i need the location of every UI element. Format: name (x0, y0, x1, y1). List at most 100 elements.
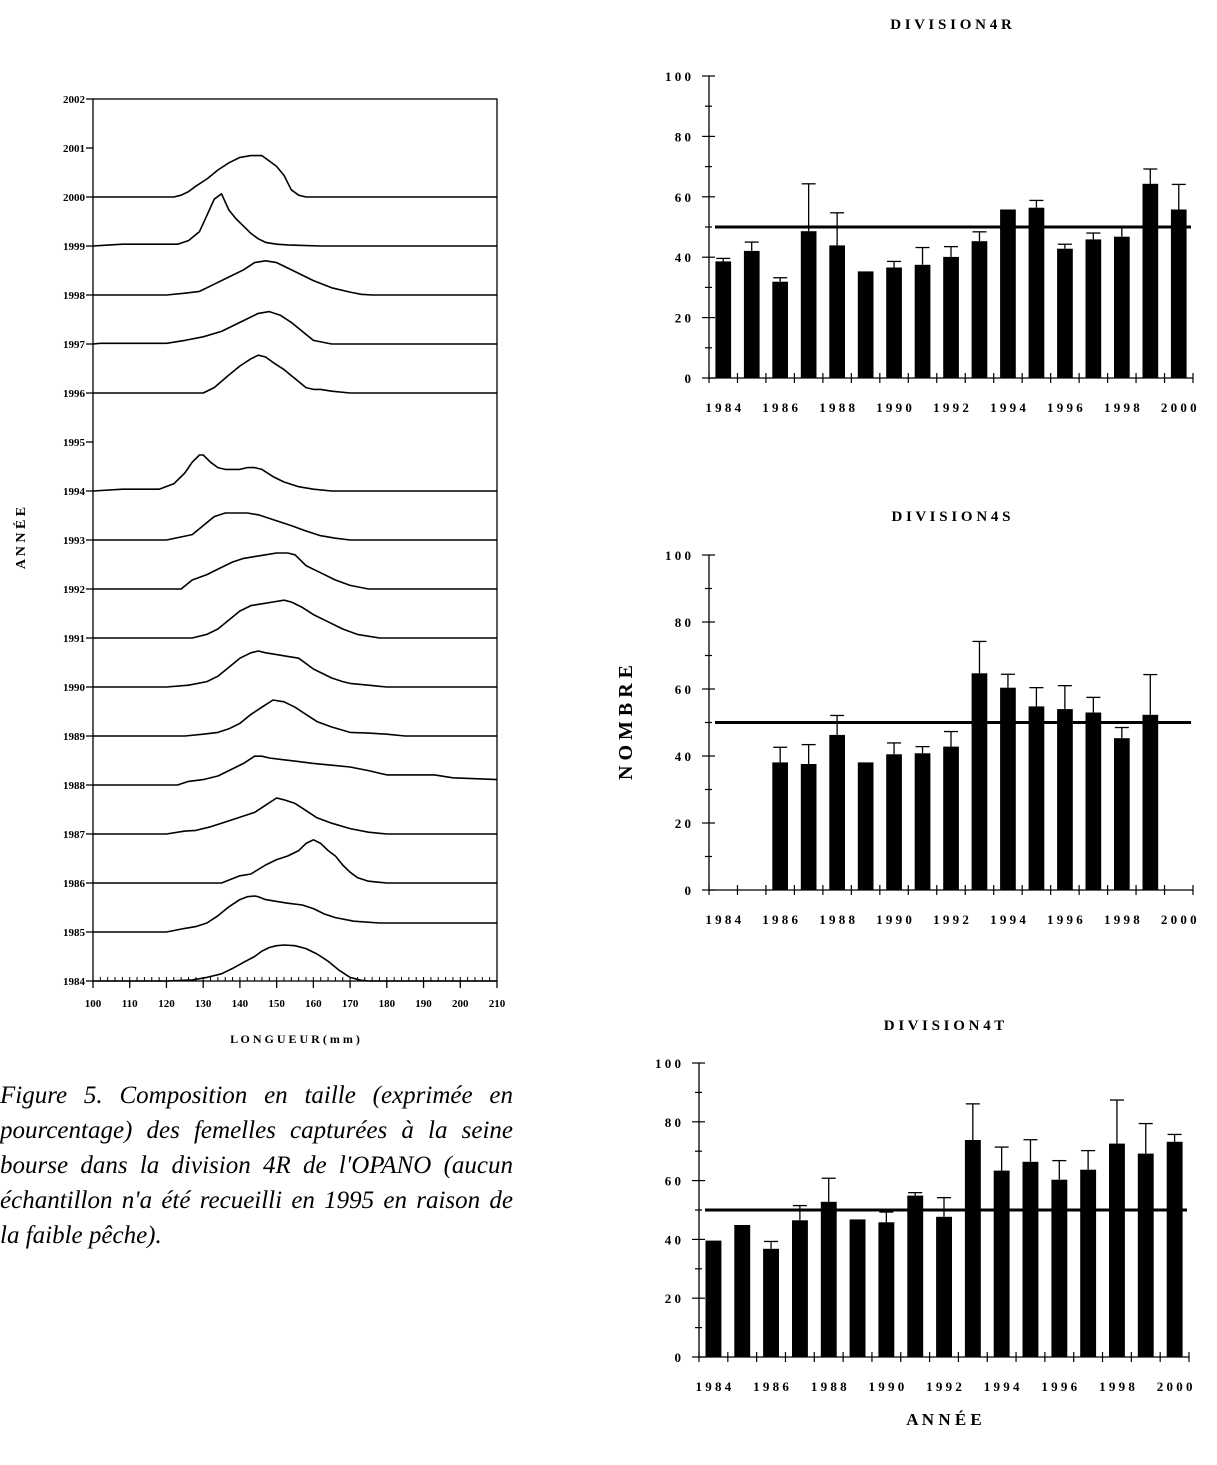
y-tick-label: 8 0 (665, 1115, 681, 1130)
x-tick-label: 2 0 0 0 (1157, 1379, 1193, 1394)
y-tick-label: 1989 (63, 731, 86, 743)
y-tick-label: 1986 (63, 878, 86, 890)
x-tick-label: 160 (305, 998, 322, 1010)
y-tick-label: 4 0 (665, 1232, 681, 1247)
x-tick-label: 1 9 9 0 (868, 1379, 904, 1394)
distribution-line-1990 (93, 650, 497, 688)
y-tick-label: 1994 (63, 486, 86, 498)
x-tick-label: 140 (232, 998, 249, 1010)
y-axis-title: N O M B R E (615, 665, 637, 780)
bar-1994 (993, 1170, 1010, 1357)
bar-1996 (1057, 248, 1073, 378)
x-tick-label: 1 9 9 2 (933, 912, 969, 927)
y-tick-label: 0 (685, 371, 692, 386)
y-tick-label: 1997 (63, 339, 86, 351)
x-tick-label: 130 (195, 998, 212, 1010)
bar-1990 (886, 754, 902, 890)
figure-caption: Figure 5. Composition en taille (exprimé… (0, 1082, 513, 1249)
y-tick-label: 1984 (63, 976, 86, 988)
distribution-line-1991 (93, 599, 497, 639)
x-tick-label: 1 9 8 6 (762, 912, 798, 927)
bar-1990 (878, 1222, 895, 1357)
x-tick-label: 1 9 9 4 (990, 400, 1026, 415)
y-tick-label: 1991 (63, 633, 85, 645)
y-tick-label: 1999 (63, 241, 86, 253)
div_4r-chart: D I V I S I O N 4 R 0 2 0 4 0 6 0 8 0 1 0 0 1 9… (665, 17, 1197, 415)
y-tick-label: 1993 (63, 535, 86, 547)
distribution-line-1984 (93, 944, 497, 982)
x-tick-label: 1 9 9 6 (1047, 912, 1083, 927)
div_4s-title: D I V I S I O N 4 S (891, 509, 1010, 525)
y-tick-label: 1988 (63, 780, 86, 792)
y-tick-label: 8 0 (675, 615, 691, 630)
bar-1998 (1114, 738, 1130, 890)
x-tick-label: 1 9 9 8 (1104, 912, 1140, 927)
y-tick-label: 4 0 (675, 250, 691, 265)
bar-1994 (1000, 687, 1016, 890)
bar-1991 (907, 1195, 924, 1357)
bar-1998 (1114, 236, 1130, 378)
bar-1990 (886, 267, 902, 378)
distribution-line-1986 (93, 838, 497, 884)
bar-1999 (1142, 714, 1159, 890)
x-tick-label: 1 9 8 8 (819, 400, 855, 415)
distribution-line-1985 (93, 895, 497, 933)
bar-1995 (1028, 207, 1045, 378)
x-tick-label: 1 9 8 6 (762, 400, 798, 415)
bar-1987 (800, 764, 817, 890)
div_4r-title: D I V I S I O N 4 R (890, 17, 1012, 33)
bar-2000 (1170, 209, 1187, 378)
x-tick-label: 120 (158, 998, 175, 1010)
x-tick-label: 170 (342, 998, 359, 1010)
bar-1988 (829, 245, 845, 378)
bar-1997 (1085, 239, 1102, 378)
y-tick-label: 1 0 0 (665, 69, 691, 84)
x-tick-label: 1 9 9 0 (876, 400, 912, 415)
bar-1993 (971, 673, 988, 890)
bar-1985 (734, 1225, 751, 1357)
y-tick-label: 2 0 (675, 816, 691, 831)
y-tick-label: 1992 (63, 584, 86, 596)
bar-1999 (1137, 1153, 1154, 1357)
distribution-line-1992 (93, 552, 497, 590)
bar-1986 (772, 281, 788, 378)
bar-1999 (1142, 183, 1159, 378)
bar-1984 (705, 1240, 722, 1357)
y-tick-label: 1996 (63, 388, 86, 400)
bar-1992 (943, 746, 959, 890)
x-tick-label: 1 9 9 2 (933, 400, 969, 415)
y-tick-label: 8 0 (675, 129, 691, 144)
x-axis-title: L O N G U E U R ( m m ) (230, 1032, 360, 1046)
bar-1993 (964, 1140, 981, 1357)
x-tick-label: 200 (452, 998, 469, 1010)
x-tick-label: 150 (268, 998, 285, 1010)
y-tick-label: 0 (685, 883, 692, 898)
y-tick-label: 2 0 (665, 1291, 681, 1306)
bar-2000 (1166, 1141, 1183, 1357)
bar-1991 (914, 264, 931, 379)
y-tick-label: 6 0 (665, 1174, 681, 1189)
y-tick-label: 4 0 (675, 749, 691, 764)
bar-1991 (914, 753, 931, 890)
distribution-line-1997 (92, 310, 497, 345)
bar-1986 (772, 762, 788, 890)
x-tick-label: 180 (379, 998, 396, 1010)
bar-1989 (849, 1219, 866, 1357)
x-tick-label: 1 9 9 8 (1099, 1379, 1135, 1394)
distribution-line-1998 (93, 259, 497, 296)
y-tick-label: 1 0 0 (655, 1056, 681, 1071)
x-tick-label: 1 9 9 4 (990, 912, 1026, 927)
x-tick-label: 1 9 8 4 (696, 1379, 732, 1394)
x-tick-label: 190 (415, 998, 432, 1010)
distribution-line-1994 (92, 454, 497, 492)
distribution-line-1987 (93, 797, 497, 835)
bar-1989 (857, 762, 874, 890)
bar-1998 (1109, 1143, 1125, 1357)
bar-1997 (1080, 1169, 1097, 1357)
x-tick-label: 110 (122, 998, 138, 1010)
y-tick-label: 2 0 (675, 311, 691, 326)
x-tick-label: 1 9 8 4 (705, 912, 741, 927)
bar-1988 (820, 1201, 837, 1357)
y-tick-label: 1995 (63, 437, 86, 449)
